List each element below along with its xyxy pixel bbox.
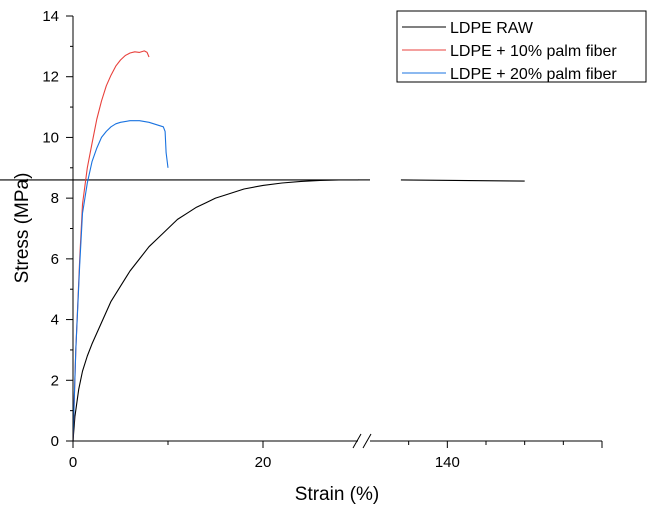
y-tick-label: 4 (51, 312, 59, 329)
x-axis-title: Strain (%) (295, 484, 379, 505)
legend-label: LDPE + 20% palm fiber (450, 66, 617, 83)
series-line-ldpe-20-palm-fiber (72, 120, 169, 442)
y-tick-label: 12 (42, 69, 59, 86)
series-line-ldpe-raw (0, 179, 359, 442)
legend-label: LDPE + 10% palm fiber (450, 43, 617, 60)
legend-box (396, 10, 647, 83)
series-line-ldpe-raw-segment (400, 179, 525, 182)
y-tick-label: 14 (42, 8, 59, 25)
y-tick-label: 8 (51, 190, 59, 207)
y-tick-label: 6 (51, 251, 59, 268)
x-tick-label: 20 (255, 454, 272, 471)
y-axis-title: Stress (MPa) (12, 173, 33, 284)
axis-break-mark-left (352, 433, 362, 449)
legend: LDPE RAW LDPE + 10% palm fiber LDPE + 20% … (396, 10, 647, 83)
y-tick-label: 0 (51, 433, 59, 450)
plot-lines (0, 50, 525, 442)
y-tick-label: 2 (51, 372, 59, 389)
series-line-ldpe-10-palm-fiber (72, 50, 150, 442)
x-tick-label: 140 (435, 454, 460, 471)
x-tick-label: 0 (69, 454, 77, 471)
axis-break-mark-right (362, 433, 372, 449)
legend-label: LDPE RAW (450, 20, 534, 37)
y-tick-label: 10 (42, 129, 59, 146)
